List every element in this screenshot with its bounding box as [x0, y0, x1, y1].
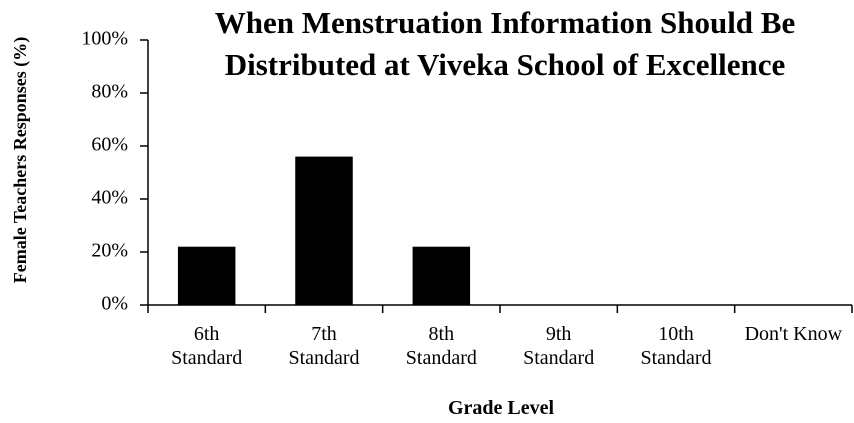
- bar: [412, 246, 471, 305]
- y-tick-label: 20%: [91, 240, 128, 262]
- x-tick-label: 10th Standard: [640, 323, 712, 369]
- x-tick-label: 7th Standard: [288, 323, 360, 369]
- y-axis-label: Female Teachers Responses (%): [10, 36, 30, 284]
- chart-title: When Menstruation Information Should Be …: [214, 5, 796, 82]
- y-tick-label: 100%: [81, 28, 128, 50]
- x-tick-label: 9th Standard: [523, 323, 595, 369]
- y-tick-label: 40%: [91, 187, 128, 209]
- y-tick-label: 80%: [91, 81, 128, 103]
- x-tick-label: 8th Standard: [405, 323, 477, 369]
- y-tick-label: 60%: [91, 134, 128, 156]
- x-axis-label: Grade Level: [447, 397, 555, 419]
- x-tick-label: 6th Standard: [171, 323, 243, 369]
- bar: [295, 156, 353, 305]
- bar: [177, 246, 236, 305]
- y-tick-label: 0%: [101, 293, 128, 315]
- x-tick-label: Don't Know: [744, 323, 843, 345]
